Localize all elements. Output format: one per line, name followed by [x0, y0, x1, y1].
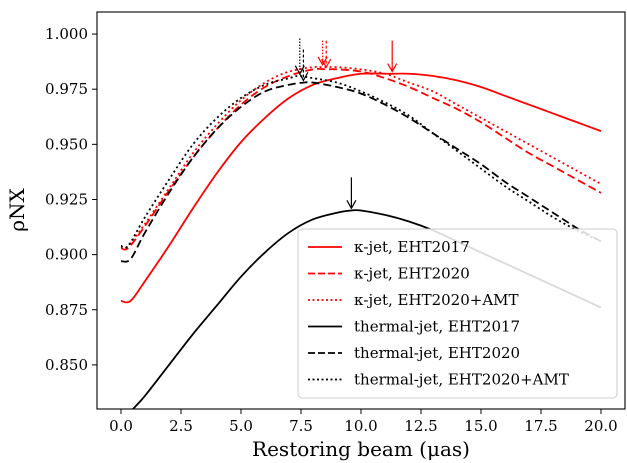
peak-arrow-1	[387, 40, 398, 73]
legend-label: thermal-jet, EHT2020	[354, 344, 520, 362]
peak-arrow-3	[317, 40, 328, 67]
x-tick-label: 7.5	[289, 417, 313, 435]
x-axis: 0.0 2.5 5.0 7.5 10.0 12.5 15.0 17.5 20.0	[109, 409, 618, 435]
y-tick-label: 0.850	[45, 356, 88, 374]
legend-label: κ-jet, EHT2020	[354, 265, 470, 283]
x-tick-label: 10.0	[344, 417, 377, 435]
y-axis-label: ρNX	[5, 187, 29, 231]
legend-label: κ-jet, EHT2020+AMT	[354, 291, 519, 309]
series-line-1	[120, 72, 602, 304]
x-tick-label: 0.0	[109, 417, 133, 435]
x-tick-label: 17.5	[524, 417, 557, 435]
series-line-2	[120, 67, 602, 251]
peak-arrow-4	[346, 177, 357, 210]
x-tick-label: 5.0	[229, 417, 253, 435]
y-tick-label: 0.975	[45, 80, 88, 98]
y-tick-label: 0.950	[45, 135, 88, 153]
x-axis-label: Restoring beam (μas)	[252, 437, 470, 461]
legend: κ-jet, EHT2017 κ-jet, EHT2020 κ-jet, EHT20…	[297, 228, 618, 399]
legend-label: κ-jet, EHT2017	[354, 238, 470, 256]
y-tick-label: 1.000	[45, 25, 88, 43]
x-tick-label: 20.0	[584, 417, 617, 435]
legend-label: thermal-jet, EHT2020+AMT	[354, 371, 569, 389]
legend-box	[297, 228, 618, 399]
y-tick-label: 0.875	[45, 301, 88, 319]
peak-arrow-6	[294, 38, 305, 75]
series-line-5	[120, 81, 602, 263]
x-tick-label: 2.5	[169, 417, 193, 435]
y-tick-label: 0.925	[45, 190, 88, 208]
legend-label: thermal-jet, EHT2017	[354, 318, 520, 336]
x-tick-label: 12.5	[404, 417, 437, 435]
y-tick-label: 0.900	[45, 246, 88, 264]
y-axis: 0.850 0.875 0.900 0.925 0.950 0.975 1.000	[45, 25, 97, 374]
arrow-layer	[294, 38, 398, 210]
x-tick-label: 15.0	[464, 417, 497, 435]
peak-arrow-5	[298, 49, 309, 82]
